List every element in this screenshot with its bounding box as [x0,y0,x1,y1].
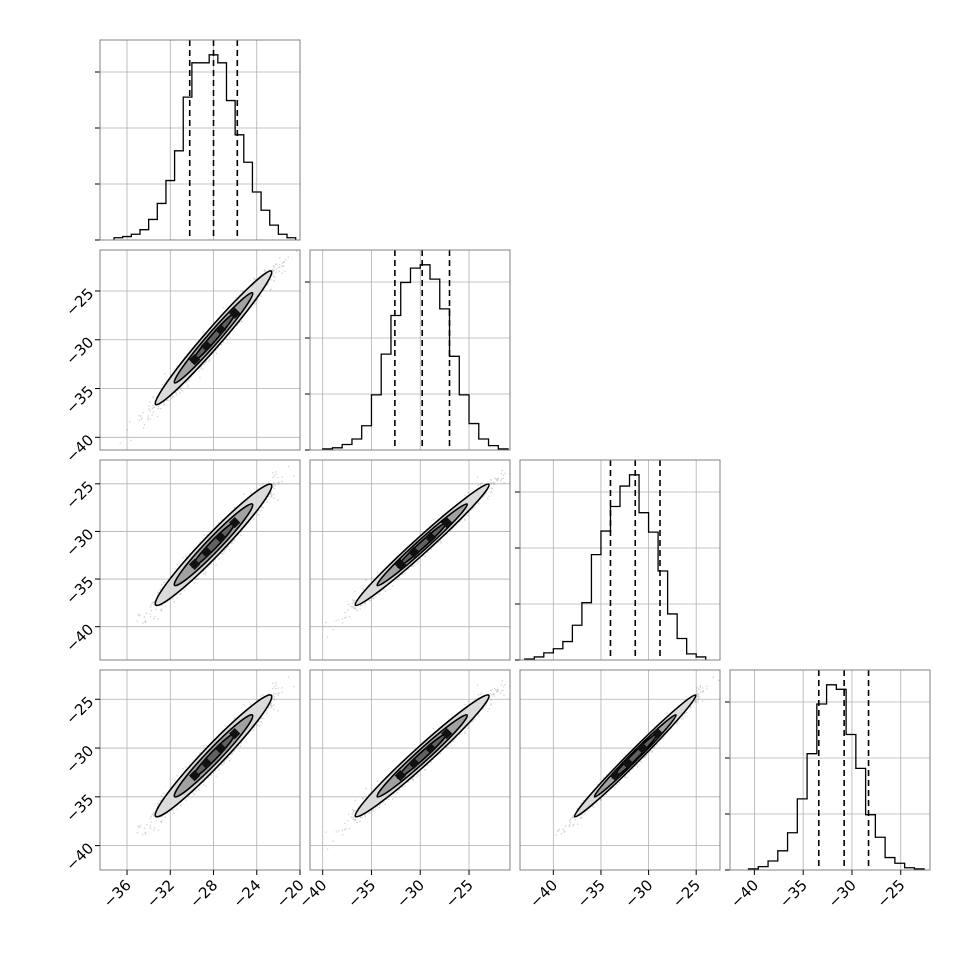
density-peak [200,757,213,769]
histogram-frame-p2 [519,459,721,661]
density-layer [325,469,510,638]
histogram-step-line [322,264,509,450]
density-peak [651,727,664,740]
y-tick-label: −25 [62,477,97,512]
y-tick-label: −30 [62,333,97,368]
histogram-frame-p0 [99,39,301,241]
histogram-panel-p1 [305,250,510,451]
y-tick-label: −40 [62,839,97,874]
density-peak [424,742,437,755]
histogram-frame-p3 [729,669,931,871]
y-tick-label: −25 [62,693,97,728]
histogram-panel-p2 [515,460,720,661]
x-tick-label: −35 [776,876,811,911]
density-peak [408,546,420,558]
density-layer [119,250,298,444]
x-tick-label: −32 [143,876,178,911]
density-peak [200,546,213,558]
density-peak [200,340,213,352]
x-tick-label: −25 [669,876,704,911]
y-tick-label: −35 [62,790,97,825]
scatter-frame-p1-p3 [309,669,511,871]
density-layer [136,465,295,624]
density-peak [408,757,420,769]
x-tick-label: −40 [727,876,762,911]
density-peak [622,757,634,769]
scatter-panel-p2-p3 [520,670,720,870]
density-peak [214,742,227,755]
x-tick-label: −25 [442,876,477,911]
y-tick-label: −40 [62,620,97,655]
scatter-panel-p1-p3 [310,670,510,870]
histogram-panel-p3 [725,670,930,871]
x-tick-label: −25 [873,876,908,911]
density-peak [214,323,227,336]
scatter-panel-p0-p2 [100,460,300,660]
density-layer [136,676,295,836]
density-layer [555,676,720,836]
x-tick-label: −35 [574,876,609,911]
density-layer [325,680,510,850]
x-tick-label: −36 [100,876,135,911]
contour-inner [396,521,448,568]
density-peak [441,727,453,740]
x-tick-label: −30 [825,876,860,911]
y-tick-label: −35 [62,573,97,608]
histogram-frame-p1 [309,249,511,451]
density-peak [229,516,241,529]
scatter-frame-p0-p1 [99,249,301,451]
density-peak [188,353,201,366]
scatter-frame-p2-p3 [519,669,721,871]
scatter-panel-p1-p2 [310,460,510,660]
x-tick-label: −30 [393,876,428,911]
y-tick-label: −30 [62,525,97,560]
histogram-panel-p0 [95,40,300,241]
density-peak [441,516,453,529]
density-peak [229,307,241,319]
x-tick-label: −28 [186,876,221,911]
scatter-frame-p0-p2 [99,459,301,661]
x-tick-label: −30 [621,876,656,911]
scatter-panel-p0-p3 [100,670,300,870]
scatter-frame-p1-p2 [309,459,511,661]
density-peak [394,769,407,782]
y-tick-label: −35 [62,382,97,417]
y-tick-label: −40 [62,431,97,466]
histogram-step-line [747,684,925,870]
density-peak [188,558,201,571]
density-peak [609,770,622,782]
x-tick-label: −40 [295,876,330,911]
histogram-step-line [524,474,707,660]
density-peak [229,727,241,740]
scatter-frame-p0-p3 [99,669,301,871]
y-tick-label: −30 [62,742,97,777]
density-peak [636,742,649,755]
x-tick-label: −40 [526,876,561,911]
x-tick-label: −35 [344,876,379,911]
density-peak [188,769,201,782]
histogram-step-line [113,54,297,240]
x-tick-label: −24 [229,876,264,911]
y-tick-label: −25 [62,285,97,320]
density-peak [424,531,437,544]
density-peak [214,531,227,544]
scatter-panel-p0-p1 [100,250,300,450]
density-peak [394,558,407,571]
